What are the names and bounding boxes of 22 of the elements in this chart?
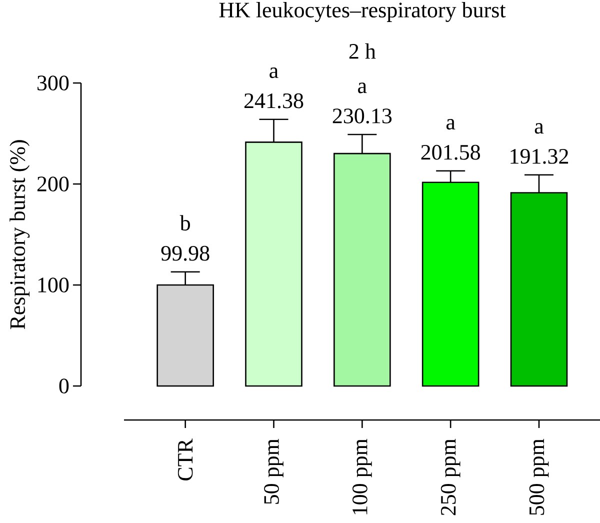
y-tick-label: 300 [38, 76, 69, 90]
data-label: 191.32 [510, 148, 568, 164]
y-tick-label: 200 [37, 176, 69, 192]
chart-subtitle: 2 h [349, 43, 376, 59]
data-label: 201.58 [421, 144, 480, 160]
annotation: a [358, 82, 367, 94]
chart-title: HK leukocytes–respiratory burst [219, 2, 506, 22]
data-label: 241.38 [244, 93, 304, 108]
x-tick-label: 100 ppm [352, 438, 372, 514]
y-tick-label: 100 [38, 278, 69, 292]
x-tick-label: 50 ppm [264, 438, 284, 504]
x-tick-label: 250 ppm [440, 438, 460, 516]
annotation: a [446, 119, 456, 130]
data-label: 230.13 [332, 108, 392, 124]
data-label: 99.98 [161, 246, 210, 261]
x-tick-label: 500 ppm [529, 438, 549, 515]
annotation: a [534, 123, 544, 134]
y-tick-label: 0 [59, 378, 69, 394]
y-axis-title: Respiratory burst (%) [10, 140, 30, 330]
annotation: b [180, 215, 190, 231]
text: a [270, 68, 278, 78]
x-tick-label: CTR [178, 438, 193, 480]
